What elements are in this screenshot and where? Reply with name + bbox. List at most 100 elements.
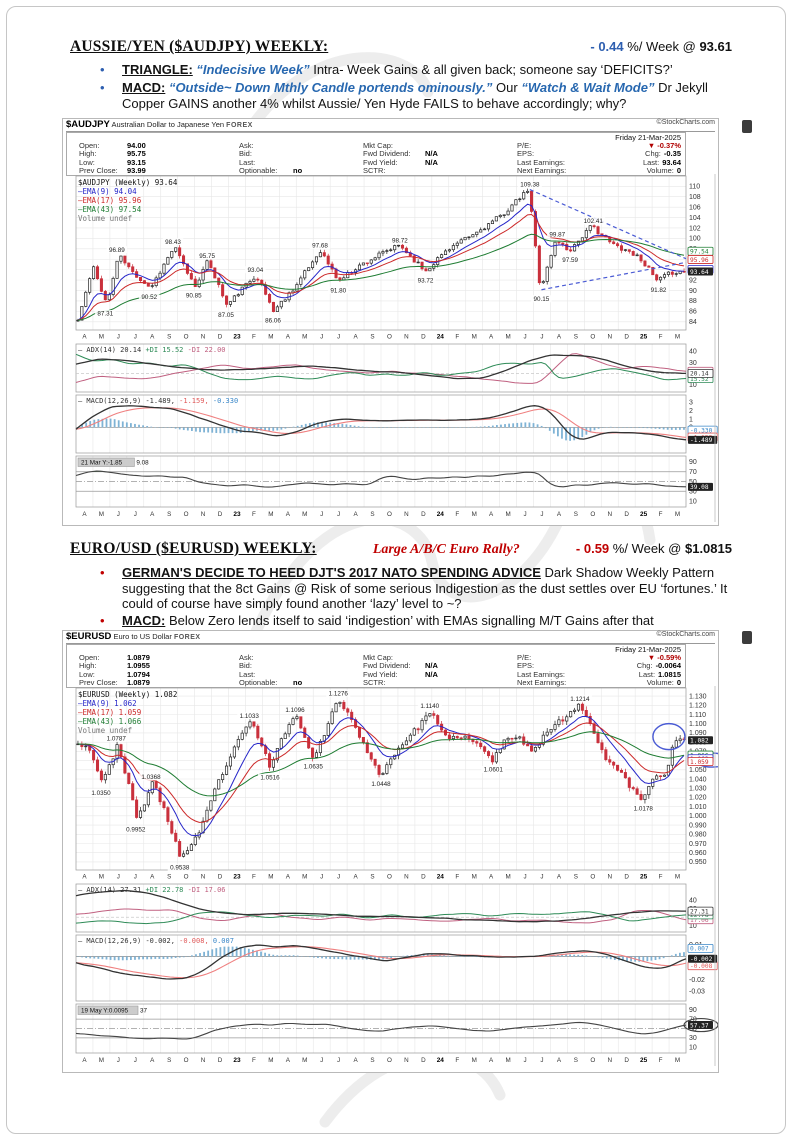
svg-text:15.52: 15.52 xyxy=(690,376,709,383)
svg-text:M: M xyxy=(99,511,104,518)
svg-text:109.38: 109.38 xyxy=(520,182,540,189)
svg-text:1.0516: 1.0516 xyxy=(260,775,280,782)
svg-text:1.0178: 1.0178 xyxy=(634,806,654,813)
svg-text:90: 90 xyxy=(689,459,697,466)
section2-bullet-macd: • MACD: Below Zero lends itself to said … xyxy=(100,613,654,628)
svg-text:10: 10 xyxy=(689,923,697,930)
section1-header: AUSSIE/YEN ($AUDJPY) WEEKLY: - 0.44 %/ W… xyxy=(70,38,732,56)
svg-text:M: M xyxy=(505,334,510,341)
chart-thumbnail-icon xyxy=(742,120,752,133)
svg-text:D: D xyxy=(421,511,426,518)
svg-text:1.110: 1.110 xyxy=(689,712,706,719)
svg-text:97.54: 97.54 xyxy=(690,249,709,256)
svg-text:A: A xyxy=(150,874,155,881)
svg-text:99.87: 99.87 xyxy=(549,231,565,238)
svg-text:A: A xyxy=(557,511,562,518)
svg-text:1.020: 1.020 xyxy=(689,795,707,802)
svg-text:M: M xyxy=(268,334,273,341)
svg-text:1.0368: 1.0368 xyxy=(141,774,161,781)
svg-text:40: 40 xyxy=(689,349,697,356)
section1-week-change: - 0.44 %/ Week @ 93.61 xyxy=(590,39,732,54)
svg-text:J: J xyxy=(117,334,120,341)
down-triangle-icon: ▼ -0.59% xyxy=(647,653,681,662)
svg-text:A: A xyxy=(82,511,87,518)
svg-text:90.52: 90.52 xyxy=(141,294,157,301)
svg-text:10: 10 xyxy=(689,382,697,389)
svg-text:25: 25 xyxy=(640,874,648,881)
svg-text:D: D xyxy=(624,874,629,881)
svg-text:D: D xyxy=(218,874,223,881)
svg-text:0.980: 0.980 xyxy=(689,832,707,839)
svg-text:M: M xyxy=(99,1057,104,1064)
svg-text:F: F xyxy=(659,334,663,341)
svg-text:30: 30 xyxy=(689,360,697,367)
svg-text:J: J xyxy=(134,874,137,881)
svg-text:1.100: 1.100 xyxy=(689,721,707,728)
svg-text:98.72: 98.72 xyxy=(392,237,408,244)
svg-text:1.0350: 1.0350 xyxy=(91,790,111,797)
svg-text:S: S xyxy=(574,511,578,518)
svg-text:A: A xyxy=(489,874,494,881)
svg-text:93.72: 93.72 xyxy=(418,277,434,284)
svg-text:17.06: 17.06 xyxy=(690,917,709,924)
svg-text:N: N xyxy=(201,1057,206,1064)
svg-text:30: 30 xyxy=(689,489,697,496)
svg-text:D: D xyxy=(421,1057,426,1064)
section2-week-change: - 0.59 %/ Week @ $1.0815 xyxy=(575,541,732,556)
svg-text:A: A xyxy=(82,334,87,341)
section1-title: AUSSIE/YEN ($AUDJPY) WEEKLY: xyxy=(70,38,329,55)
svg-text:A: A xyxy=(286,1057,291,1064)
svg-text:J: J xyxy=(337,874,340,881)
svg-text:23: 23 xyxy=(233,874,241,881)
svg-text:25: 25 xyxy=(640,334,648,341)
svg-text:-0.02: -0.02 xyxy=(689,977,705,984)
svg-text:S: S xyxy=(167,334,171,341)
bullet-icon: • xyxy=(100,565,105,580)
svg-text:N: N xyxy=(607,334,612,341)
svg-text:M: M xyxy=(675,511,680,518)
eurusd-chart: ©StockCharts.com $EURUSD Euro to US Dolla… xyxy=(62,630,719,1073)
svg-text:88: 88 xyxy=(689,298,697,305)
svg-text:M: M xyxy=(268,874,273,881)
svg-text:A: A xyxy=(82,874,87,881)
svg-text:S: S xyxy=(370,511,374,518)
svg-text:F: F xyxy=(455,511,459,518)
svg-text:M: M xyxy=(472,1057,477,1064)
section2-header: EURO/USD ($EURUSD) WEEKLY: Large A/B/C E… xyxy=(70,540,732,558)
svg-text:O: O xyxy=(387,1057,392,1064)
svg-text:J: J xyxy=(337,334,340,341)
svg-text:1.0635: 1.0635 xyxy=(304,764,324,771)
svg-text:M: M xyxy=(99,874,104,881)
svg-text:S: S xyxy=(167,511,171,518)
svg-text:100: 100 xyxy=(689,236,701,243)
svg-text:F: F xyxy=(455,334,459,341)
svg-text:90: 90 xyxy=(689,1007,697,1014)
svg-text:98.43: 98.43 xyxy=(165,239,181,246)
svg-text:A: A xyxy=(82,1057,87,1064)
svg-text:0.970: 0.970 xyxy=(689,841,707,848)
svg-text:J: J xyxy=(540,511,543,518)
svg-text:N: N xyxy=(404,1057,409,1064)
quote-panel: Friday 21-Mar-2025 Open: 1.0879 High: 1.0955… xyxy=(66,644,686,688)
svg-text:1.059: 1.059 xyxy=(690,759,709,766)
svg-text:A: A xyxy=(286,874,291,881)
svg-text:57.37: 57.37 xyxy=(690,1022,709,1029)
svg-text:1.090: 1.090 xyxy=(689,730,707,737)
svg-text:N: N xyxy=(404,511,409,518)
svg-text:O: O xyxy=(590,874,595,881)
svg-text:102.41: 102.41 xyxy=(584,218,604,225)
svg-text:F: F xyxy=(252,511,256,518)
svg-text:S: S xyxy=(370,334,374,341)
svg-text:23: 23 xyxy=(233,511,241,518)
svg-text:N: N xyxy=(404,334,409,341)
svg-text:1.1033: 1.1033 xyxy=(240,713,260,720)
svg-text:70: 70 xyxy=(689,1016,697,1023)
svg-text:25: 25 xyxy=(640,511,648,518)
svg-text:97.59: 97.59 xyxy=(562,257,578,264)
svg-text:A: A xyxy=(353,874,358,881)
svg-text:J: J xyxy=(320,874,323,881)
quote-date: Friday 21-Mar-2025 xyxy=(615,133,681,142)
svg-text:96.89: 96.89 xyxy=(109,247,125,254)
svg-text:24: 24 xyxy=(437,511,445,518)
svg-text:10: 10 xyxy=(689,498,697,505)
